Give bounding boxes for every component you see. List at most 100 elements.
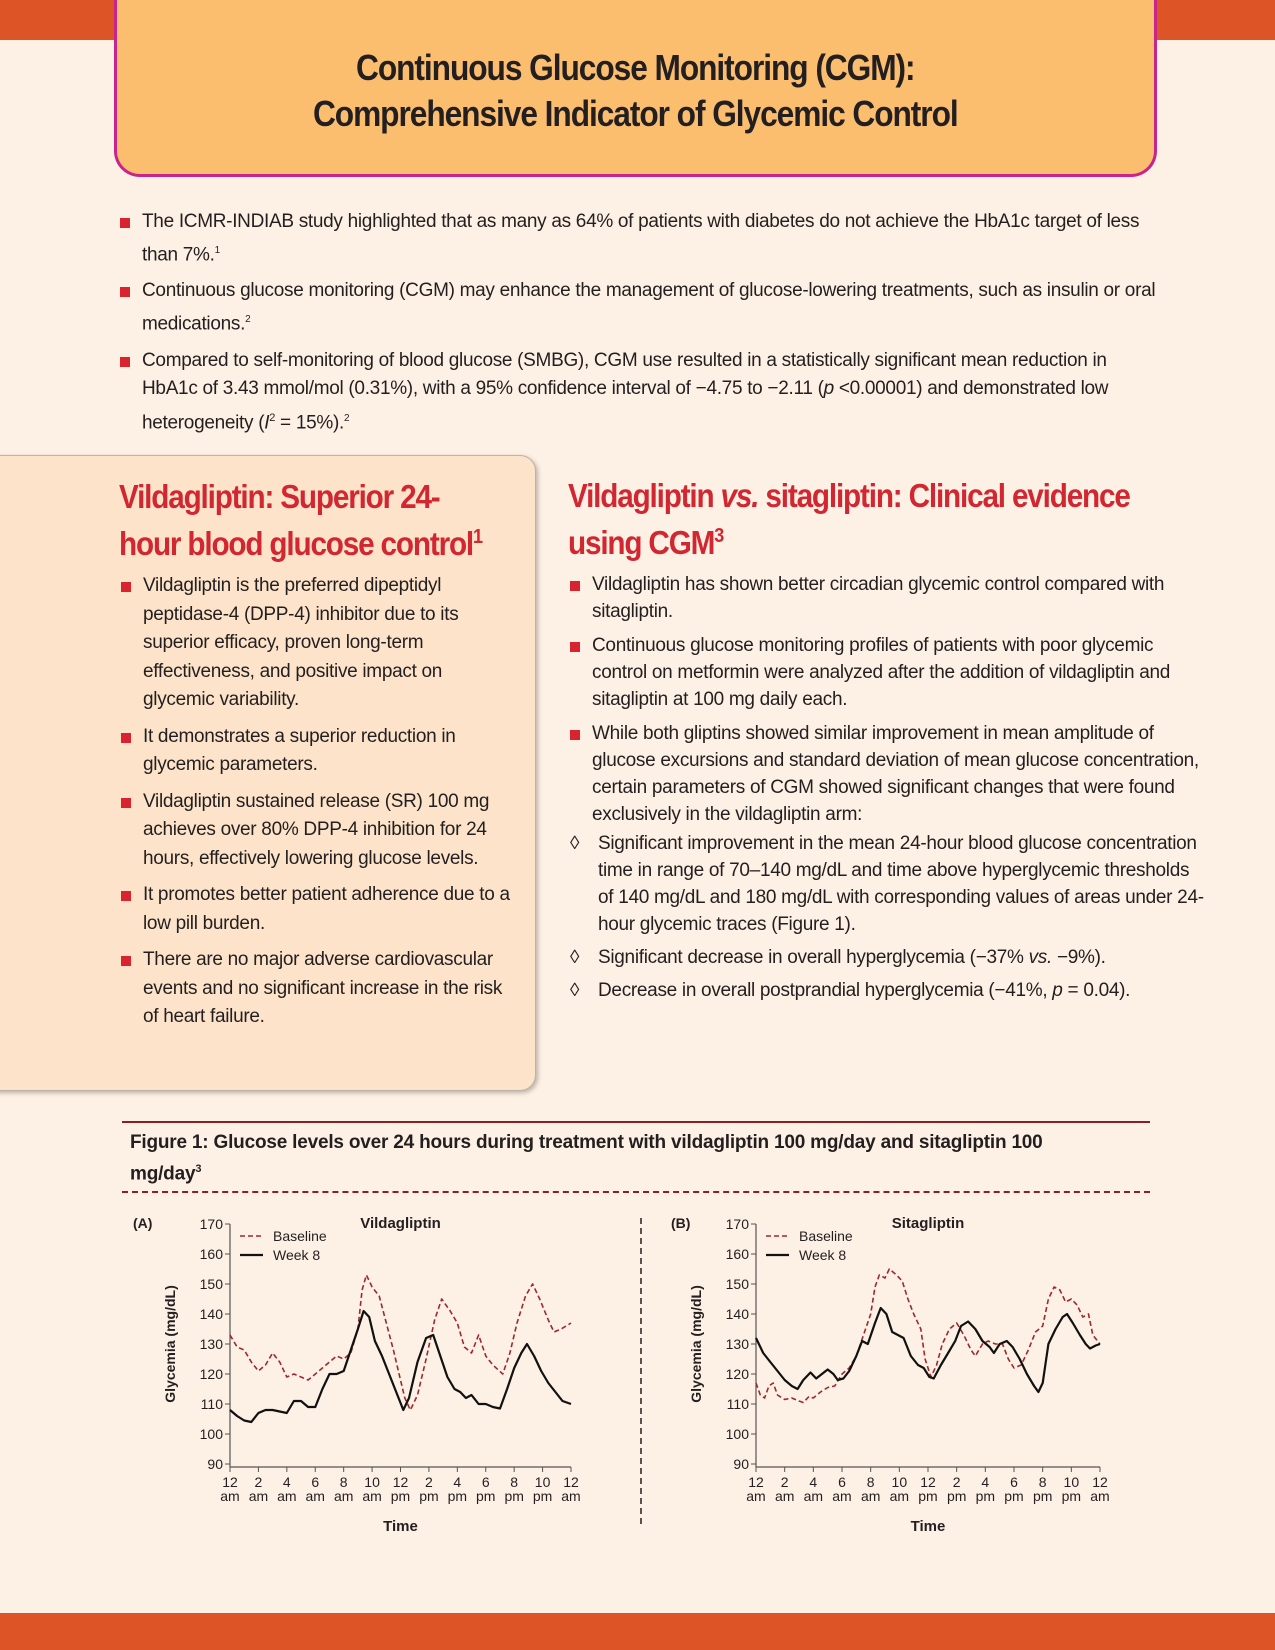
panel-label: (A)	[133, 1215, 152, 1231]
baseline-series-line	[755, 1268, 1101, 1404]
x-tick-label: pm	[918, 1488, 937, 1504]
y-tick-label: 170	[200, 1216, 224, 1232]
x-tick-label: 2	[781, 1474, 789, 1490]
x-tick-label: pm	[533, 1488, 552, 1504]
chart-title: Sitagliptin	[892, 1215, 965, 1232]
y-axis-label: Glycemia (mg/dL)	[688, 1285, 704, 1402]
title-banner: Continuous Glucose Monitoring (CGM): Comp…	[114, 0, 1157, 177]
list-item: It promotes better patient adherence due…	[119, 881, 515, 938]
x-tick-label: pm	[448, 1488, 467, 1504]
list-item: There are no major adverse cardiovascula…	[119, 946, 515, 1032]
x-tick-label: am	[362, 1488, 381, 1504]
x-tick-label: 12	[920, 1474, 936, 1490]
legend-label: Week 8	[799, 1247, 846, 1263]
section-heading: Vildagliptin vs. sitagliptin: Clinical e…	[568, 477, 1131, 561]
page-title: Continuous Glucose Monitoring (CGM): Comp…	[313, 47, 959, 134]
x-tick-label: pm	[1004, 1488, 1023, 1504]
y-tick-label: 170	[726, 1216, 750, 1232]
x-tick-label: 6	[838, 1474, 846, 1490]
y-axis-label: Glycemia (mg/dL)	[162, 1285, 178, 1402]
list-item: Continuous glucose monitoring (CGM) may …	[118, 277, 1158, 338]
x-tick-label: am	[832, 1488, 851, 1504]
week8-series-line	[755, 1306, 1101, 1394]
vildagliptin-summary-box: Vildagliptin: Superior 24-hour blood glu…	[0, 455, 536, 1091]
x-tick-label: am	[1090, 1488, 1109, 1504]
figure-caption: Figure 1: Glucose levels over 24 hours d…	[130, 1132, 1043, 1185]
list-item: Decrease in overall postprandial hypergl…	[568, 977, 1208, 1004]
x-tick-label: pm	[391, 1488, 410, 1504]
x-tick-label: 12	[563, 1474, 579, 1490]
x-tick-label: 2	[953, 1474, 961, 1490]
top-left-accent-bar	[0, 0, 120, 40]
section-heading: Vildagliptin: Superior 24-hour blood glu…	[119, 478, 483, 562]
chart-title: Vildagliptin	[360, 1215, 441, 1232]
list-item: Compared to self-monitoring of blood glu…	[118, 347, 1158, 438]
x-tick-label: am	[746, 1488, 765, 1504]
x-tick-label: am	[249, 1488, 268, 1504]
x-tick-label: 10	[1064, 1474, 1080, 1490]
y-tick-label: 90	[207, 1456, 223, 1472]
x-tick-label: am	[804, 1488, 823, 1504]
y-tick-label: 160	[200, 1246, 224, 1262]
x-tick-label: pm	[1062, 1488, 1081, 1504]
list-item: Vildagliptin is the preferred dipeptidyl…	[119, 572, 515, 715]
list-item: While both gliptins showed similar impro…	[568, 720, 1208, 828]
panel-label: (B)	[671, 1215, 690, 1231]
sub-bullet-list: Significant improvement in the mean 24-h…	[568, 830, 1208, 1004]
x-tick-label: am	[861, 1488, 880, 1504]
x-tick-label: 10	[535, 1474, 551, 1490]
x-axis-label: Time	[383, 1518, 418, 1535]
x-tick-label: 10	[364, 1474, 380, 1490]
baseline-series-line	[229, 1274, 572, 1411]
y-tick-label: 100	[200, 1426, 224, 1442]
y-tick-label: 120	[726, 1366, 750, 1382]
clinical-evidence-section: Vildagliptin vs. sitagliptin: Clinical e…	[568, 475, 1208, 1010]
legend-label: Baseline	[273, 1228, 327, 1244]
legend-label: Baseline	[799, 1228, 853, 1244]
top-right-accent-bar	[1155, 0, 1275, 40]
x-tick-label: 2	[255, 1474, 263, 1490]
intro-bullet-list: The ICMR-INDIAB study highlighted that a…	[118, 208, 1158, 445]
y-tick-label: 90	[733, 1456, 749, 1472]
y-tick-label: 130	[726, 1336, 750, 1352]
list-item: Continuous glucose monitoring profiles o…	[568, 632, 1208, 713]
x-tick-label: am	[561, 1488, 580, 1504]
x-tick-label: pm	[504, 1488, 523, 1504]
x-tick-label: pm	[1033, 1488, 1052, 1504]
y-tick-label: 110	[727, 1396, 750, 1412]
list-item: It demonstrates a superior reduction in …	[119, 723, 515, 780]
x-tick-label: 2	[425, 1474, 433, 1490]
x-tick-label: am	[334, 1488, 353, 1504]
x-tick-label: 12	[393, 1474, 409, 1490]
y-tick-label: 150	[726, 1276, 750, 1292]
bottom-accent-bar	[0, 1613, 1275, 1650]
y-tick-label: 150	[200, 1276, 224, 1292]
y-tick-label: 160	[726, 1246, 750, 1262]
y-tick-label: 120	[200, 1366, 224, 1382]
x-tick-label: 4	[283, 1474, 291, 1490]
x-tick-label: am	[277, 1488, 296, 1504]
x-tick-label: pm	[419, 1488, 438, 1504]
x-tick-label: 12	[748, 1474, 764, 1490]
y-tick-label: 140	[200, 1306, 224, 1322]
x-tick-label: 4	[809, 1474, 817, 1490]
x-tick-label: pm	[476, 1488, 495, 1504]
x-axis-label: Time	[911, 1518, 946, 1535]
x-tick-label: 8	[340, 1474, 348, 1490]
y-tick-label: 100	[726, 1426, 750, 1442]
list-item: Vildagliptin sustained release (SR) 100 …	[119, 788, 515, 874]
x-tick-label: 6	[482, 1474, 490, 1490]
list-item: Vildagliptin has shown better circadian …	[568, 571, 1208, 625]
x-tick-label: 6	[1010, 1474, 1018, 1490]
list-item: Significant decrease in overall hypergly…	[568, 944, 1208, 971]
glucose-charts: (A) Vildagliptin 90 100 110 120 130 140 150 160 17…	[133, 1215, 1110, 1535]
x-tick-label: am	[775, 1488, 794, 1504]
x-tick-label: 10	[892, 1474, 908, 1490]
week8-series-line	[229, 1309, 572, 1424]
x-tick-label: am	[890, 1488, 909, 1504]
bullet-list: Vildagliptin is the preferred dipeptidyl…	[119, 572, 515, 1032]
y-tick-label: 140	[726, 1306, 750, 1322]
y-tick-label: 110	[201, 1396, 224, 1412]
x-tick-label: 4	[981, 1474, 989, 1490]
x-tick-label: 4	[453, 1474, 461, 1490]
